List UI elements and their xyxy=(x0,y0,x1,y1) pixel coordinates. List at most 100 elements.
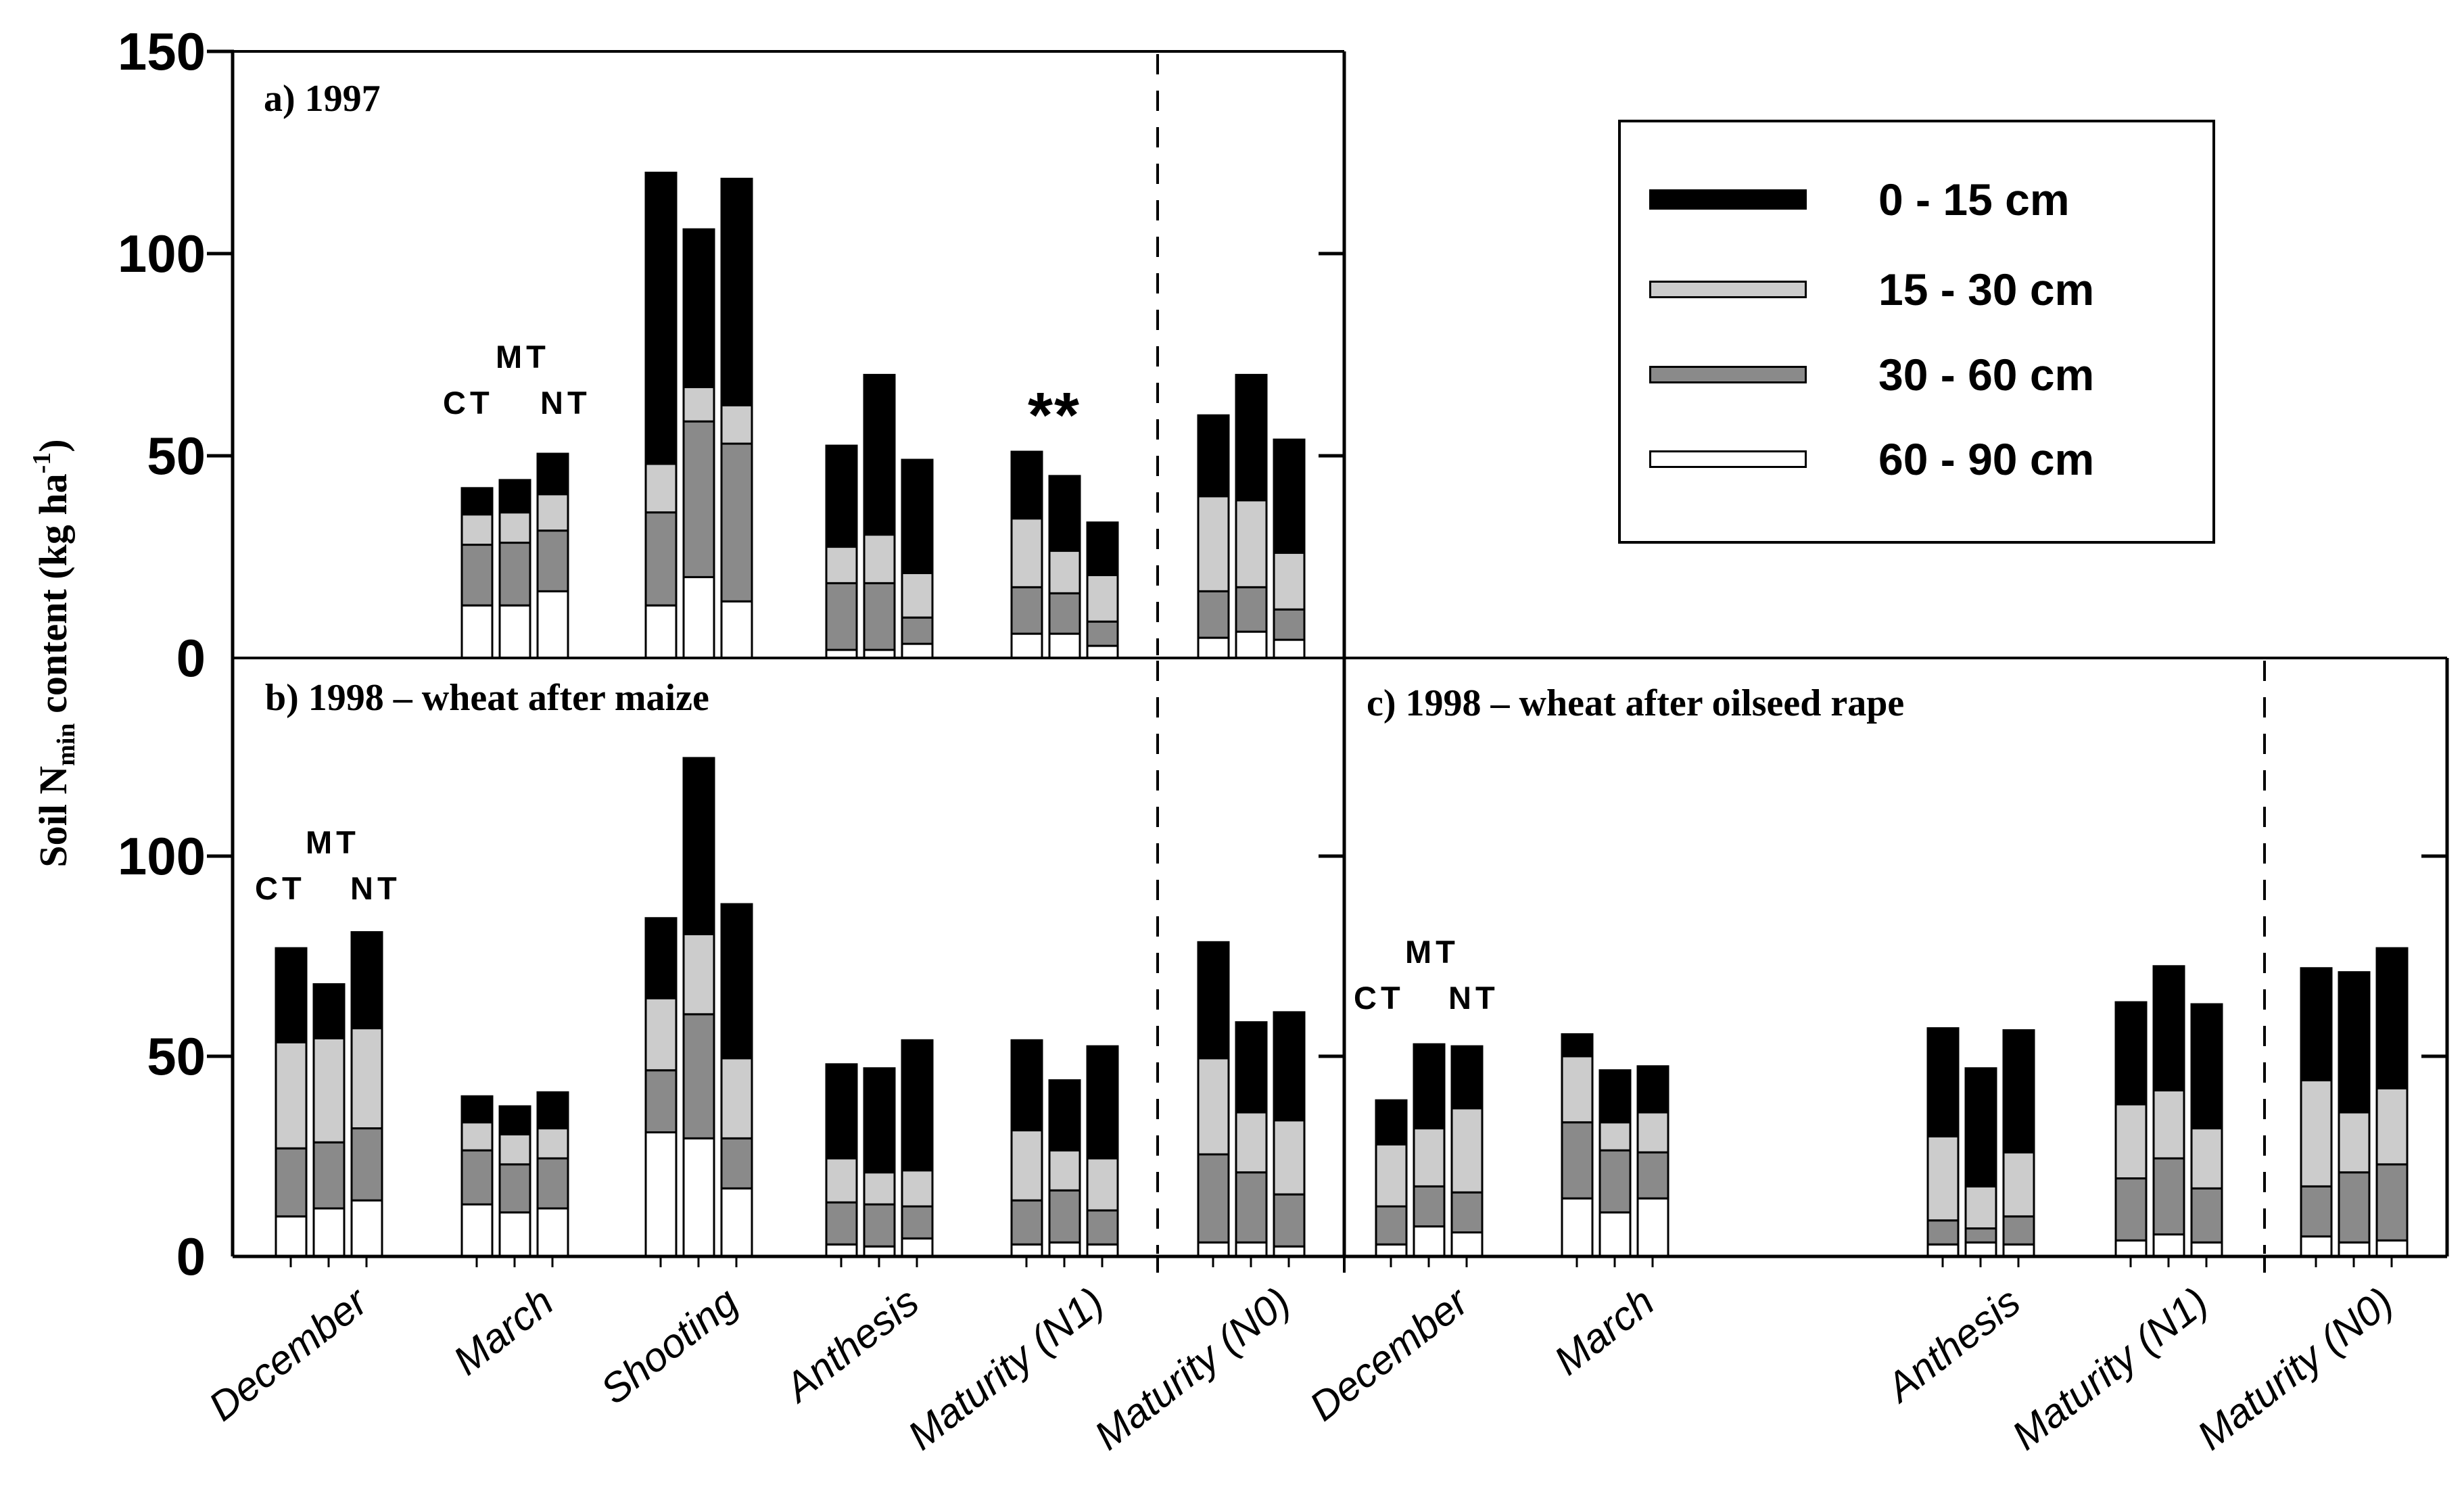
bar-segment xyxy=(2190,1003,2223,1130)
bar-segment xyxy=(1010,632,1043,659)
y-tick-label: 0 xyxy=(176,1227,206,1286)
bar-segment xyxy=(1964,1241,1997,1258)
bar-segment xyxy=(1926,1243,1960,1258)
bar-segment xyxy=(312,1141,346,1210)
bar-segment xyxy=(1197,941,1230,1060)
bar-segment xyxy=(2190,1127,2223,1189)
bar-segment xyxy=(1413,1225,1446,1258)
bar-segment xyxy=(1197,495,1230,592)
bar-segment xyxy=(1086,644,1119,659)
bar-segment xyxy=(1010,1243,1043,1258)
bar-segment xyxy=(1964,1227,1997,1244)
bar-segment xyxy=(720,177,753,406)
bar-segment xyxy=(1926,1219,1960,1246)
bar-segment xyxy=(901,642,934,659)
bar-segment xyxy=(460,487,494,516)
bar-segment xyxy=(1235,630,1268,659)
bar-segment xyxy=(498,479,531,514)
bar-segment xyxy=(901,458,934,574)
bar-segment xyxy=(2300,967,2333,1082)
bar-segment xyxy=(460,544,494,607)
bar-segment xyxy=(498,1105,531,1135)
y-tick-label: 50 xyxy=(147,426,206,486)
bar-segment xyxy=(1086,1243,1119,1258)
tillage-label-mt: MT xyxy=(306,824,360,860)
bar-segment xyxy=(1197,590,1230,639)
bar-segment xyxy=(1235,1111,1268,1174)
panel-b-title: b) 1998 – wheat after maize xyxy=(265,677,709,719)
bar-segment xyxy=(863,1203,896,1248)
bar-segment xyxy=(901,1169,934,1208)
bar-segment xyxy=(536,1157,569,1210)
bar-segment xyxy=(863,1171,896,1206)
bar-segment xyxy=(720,1187,753,1258)
bar-segment xyxy=(536,1207,569,1258)
bar-segment xyxy=(720,404,753,445)
bar-segment xyxy=(1048,592,1081,635)
bar-segment xyxy=(863,582,896,651)
bar-segment xyxy=(1636,1111,1669,1154)
bar-segment xyxy=(536,529,569,592)
bar-segment xyxy=(825,1157,858,1204)
bar-segment xyxy=(1048,632,1081,659)
tillage-label-ct: CT xyxy=(255,870,306,906)
bar-segment xyxy=(682,1013,715,1139)
bar-segment xyxy=(1197,1153,1230,1244)
bar-segment xyxy=(1197,636,1230,659)
bar-segment xyxy=(644,1131,678,1258)
bar-segment xyxy=(644,997,678,1072)
bar-segment xyxy=(460,1203,494,1258)
bar-segment xyxy=(682,757,715,935)
bar-segment xyxy=(863,373,896,536)
bar-segment xyxy=(1413,1043,1446,1130)
bar-segment xyxy=(498,1133,531,1166)
bar-segment xyxy=(1926,1027,1960,1137)
bar-segment xyxy=(825,444,858,548)
bar-segment xyxy=(825,1063,858,1160)
bar-segment xyxy=(644,917,678,999)
bar-segment xyxy=(1273,1119,1306,1196)
legend-swatch xyxy=(1649,366,1807,383)
bar-segment xyxy=(498,604,531,659)
bar-segment xyxy=(1450,1107,1484,1194)
bar-segment xyxy=(901,1039,934,1172)
bar-segment xyxy=(1598,1069,1632,1124)
bar-segment xyxy=(2152,1089,2185,1160)
bar-segment xyxy=(1010,1199,1043,1246)
bar-segment xyxy=(275,1147,308,1218)
bar-segment xyxy=(2114,1001,2148,1106)
y-tick-label: 0 xyxy=(176,628,206,688)
bar-segment xyxy=(536,493,569,532)
bar-segment xyxy=(460,1149,494,1206)
bar-segment xyxy=(644,171,678,465)
bar-segment xyxy=(498,542,531,607)
legend-label: 15 - 30 cm xyxy=(1878,264,2095,314)
bar-segment xyxy=(350,1199,383,1258)
bar-segment xyxy=(498,1163,531,1214)
bar-segment xyxy=(1636,1151,1669,1200)
bar-segment xyxy=(312,983,346,1039)
bar-segment xyxy=(1273,638,1306,659)
bar-segment xyxy=(2152,965,2185,1091)
bar-segment xyxy=(825,1201,858,1246)
bar-segment xyxy=(1010,450,1043,520)
bar-segment xyxy=(1086,573,1119,623)
bar-segment xyxy=(2002,1029,2035,1154)
bar-segment xyxy=(2152,1157,2185,1235)
bar-segment xyxy=(720,903,753,1060)
legend-swatch xyxy=(1649,450,1807,468)
bar-segment xyxy=(1048,475,1081,552)
panel-a-title: a) 1997 xyxy=(264,78,381,120)
bar-segment xyxy=(682,385,715,423)
bar-segment xyxy=(682,575,715,659)
bar-segment xyxy=(1048,1149,1081,1192)
bar-segment xyxy=(1086,1209,1119,1246)
legend-swatch xyxy=(1649,281,1807,298)
bar-segment xyxy=(2190,1241,2223,1258)
bar-segment xyxy=(1413,1185,1446,1228)
bar-segment xyxy=(863,534,896,584)
bar-segment xyxy=(1197,414,1230,498)
bar-segment xyxy=(1086,1157,1119,1212)
bar-segment xyxy=(1598,1149,1632,1214)
